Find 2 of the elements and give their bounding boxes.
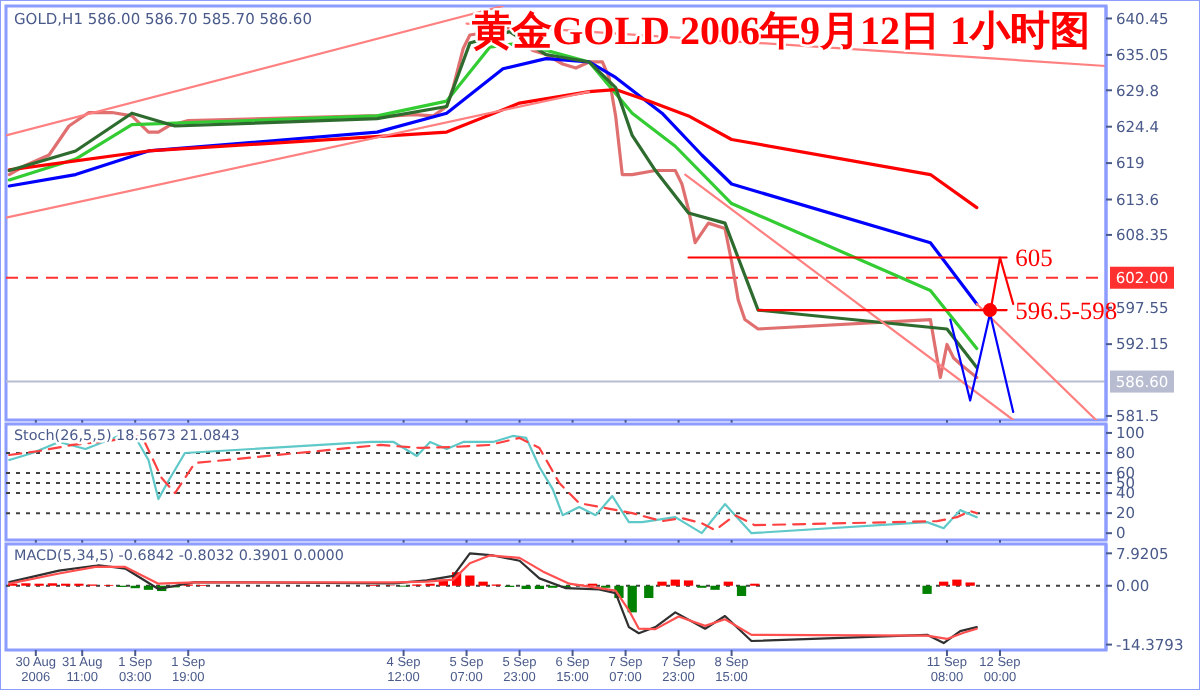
annotation: 605 bbox=[1015, 244, 1053, 273]
annotation: 596.5-598 bbox=[1015, 296, 1118, 325]
